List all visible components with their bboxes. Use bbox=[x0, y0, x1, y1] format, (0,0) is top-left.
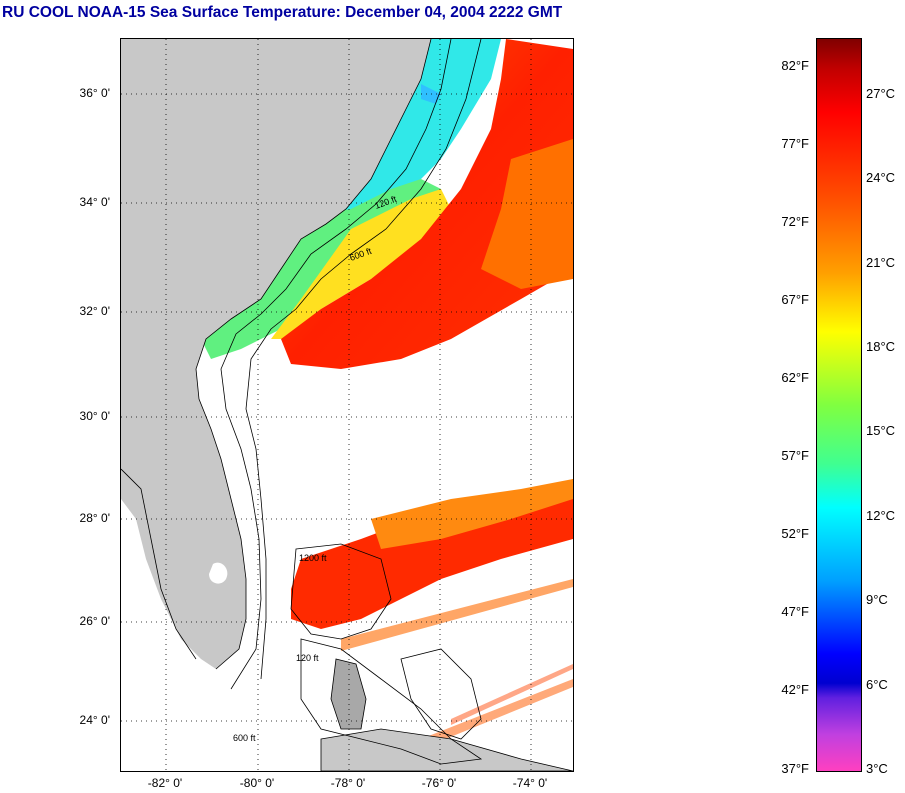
page-title: RU COOL NOAA-15 Sea Surface Temperature:… bbox=[2, 4, 563, 21]
celsius-label: 15°C bbox=[866, 423, 896, 438]
us-southeast-land bbox=[121, 39, 431, 669]
fahrenheit-label: 62°F bbox=[781, 370, 809, 385]
fahrenheit-label: 72°F bbox=[781, 214, 809, 229]
sst-map[interactable]: 120 ft 600 ft 1200 ft 600 ft 120 ft bbox=[120, 38, 574, 772]
lat-label: 30° 0' bbox=[79, 409, 110, 423]
offshore-orange-patch bbox=[481, 139, 573, 289]
fahrenheit-label: 77°F bbox=[781, 136, 809, 151]
lat-label: 28° 0' bbox=[79, 511, 110, 525]
lat-label: 26° 0' bbox=[79, 614, 110, 628]
temperature-colorbar bbox=[816, 38, 862, 772]
bahamas-bank-outline-3 bbox=[400, 648, 482, 740]
isobath-lines bbox=[121, 39, 483, 765]
isobath-120ft bbox=[220, 39, 452, 690]
sst-streak-2 bbox=[421, 679, 573, 749]
celsius-label: 12°C bbox=[866, 508, 896, 523]
bahamas-bank-outline bbox=[290, 543, 392, 640]
shelf-water-yellow bbox=[271, 189, 451, 339]
land-layer bbox=[121, 39, 573, 771]
coastline bbox=[195, 39, 432, 670]
isobath-label: 120 ft bbox=[296, 653, 319, 663]
lon-label: -74° 0' bbox=[512, 776, 548, 790]
bahamas-bank-outline-2 bbox=[300, 638, 483, 765]
lon-label: -80° 0' bbox=[239, 776, 275, 790]
celsius-label: 21°C bbox=[866, 255, 896, 270]
isobath-label: 1200 ft bbox=[299, 553, 327, 563]
florida-lake bbox=[209, 562, 228, 584]
fahrenheit-label: 52°F bbox=[781, 526, 809, 541]
sst-streak-3 bbox=[451, 664, 573, 725]
celsius-label: 18°C bbox=[866, 339, 896, 354]
bahamas-orange-patch bbox=[371, 479, 573, 549]
lon-label: -76° 0' bbox=[421, 776, 457, 790]
celsius-label: 9°C bbox=[866, 592, 888, 607]
cuba-island bbox=[320, 728, 573, 771]
celsius-label: 6°C bbox=[866, 677, 888, 692]
sst-streak-1 bbox=[341, 579, 573, 651]
lon-label: -78° 0' bbox=[330, 776, 366, 790]
lat-label: 34° 0' bbox=[79, 195, 110, 209]
graticule bbox=[121, 39, 573, 771]
lon-label: -82° 0' bbox=[147, 776, 183, 790]
celsius-label: 24°C bbox=[866, 170, 896, 185]
gulf-stream-band bbox=[281, 39, 573, 369]
lat-label: 36° 0' bbox=[79, 86, 110, 100]
isobath-label: 600 ft bbox=[233, 733, 256, 743]
celsius-label: 3°C bbox=[866, 761, 888, 776]
fahrenheit-label: 57°F bbox=[781, 448, 809, 463]
fahrenheit-label: 82°F bbox=[781, 58, 809, 73]
andros-island bbox=[330, 658, 367, 730]
isobath-600ft bbox=[245, 39, 482, 680]
lat-label: 32° 0' bbox=[79, 304, 110, 318]
gulf-isobath bbox=[121, 468, 197, 660]
fahrenheit-label: 37°F bbox=[781, 761, 809, 776]
fahrenheit-label: 47°F bbox=[781, 604, 809, 619]
fahrenheit-label: 42°F bbox=[781, 682, 809, 697]
celsius-label: 27°C bbox=[866, 86, 896, 101]
fahrenheit-label: 67°F bbox=[781, 292, 809, 307]
sst-map-canvas: 120 ft 600 ft 1200 ft 600 ft 120 ft bbox=[121, 39, 573, 771]
colorbar-gradient bbox=[817, 39, 861, 771]
lat-label: 24° 0' bbox=[79, 713, 110, 727]
